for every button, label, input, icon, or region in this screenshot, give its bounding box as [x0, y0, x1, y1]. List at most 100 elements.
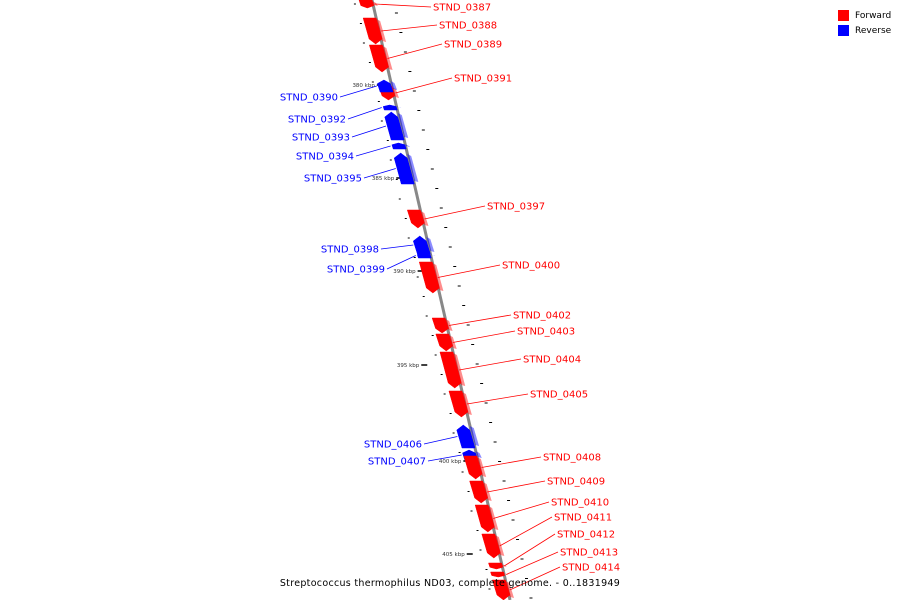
gene-leader	[351, 125, 387, 138]
gene-stnd-0390[interactable]: STND_0390	[280, 79, 398, 104]
gene-leader	[466, 393, 529, 405]
gene-stnd-0392[interactable]: STND_0392	[288, 104, 402, 126]
gene-label: STND_0410	[551, 498, 609, 509]
legend-reverse: Reverse	[838, 23, 891, 38]
gene-label: STND_0388	[439, 21, 497, 32]
genome-caption: Streptococcus thermophilus ND03, complet…	[279, 578, 621, 589]
gene-shape[interactable]	[393, 152, 415, 185]
gene-shape[interactable]	[463, 455, 483, 480]
gene-leader	[363, 168, 396, 179]
gene-stnd-0388[interactable]: STND_0388	[362, 17, 497, 45]
gene-stnd-0389[interactable]: STND_0389	[369, 40, 502, 73]
gene-leader	[386, 255, 416, 270]
gene-shape[interactable]	[358, 0, 375, 9]
gene-shade	[488, 506, 499, 530]
gene-label: STND_0389	[444, 40, 502, 51]
gene-shape[interactable]	[439, 351, 462, 389]
gene-label: STND_0407	[368, 457, 426, 468]
gene-shape[interactable]	[382, 104, 398, 111]
gene-shape[interactable]	[431, 317, 449, 334]
gene-label: STND_0391	[454, 74, 512, 85]
kbp-label: 385 kbp	[372, 176, 395, 182]
gene-shade	[407, 154, 419, 182]
gene-shape[interactable]	[406, 209, 425, 229]
gene-shade	[404, 144, 411, 147]
gene-shape[interactable]	[418, 261, 440, 294]
gene-shade	[372, 1, 378, 6]
gene-stnd-0391[interactable]: STND_0391	[378, 74, 512, 101]
gene-leader	[503, 533, 556, 567]
gene-label: STND_0392	[288, 115, 346, 126]
gene-leader	[437, 264, 501, 278]
gene-stnd-0402[interactable]: STND_0402	[431, 311, 571, 334]
gene-shade	[469, 426, 480, 446]
gene-shape[interactable]	[490, 571, 506, 578]
gene-shape[interactable]	[481, 533, 501, 559]
gene-shape[interactable]	[469, 480, 488, 504]
gene-label: STND_0413	[560, 548, 618, 559]
gene-leader	[448, 314, 512, 326]
genome-axis	[370, 0, 512, 600]
gene-stnd-0406[interactable]: STND_0406	[364, 424, 480, 451]
gene-leader	[509, 566, 561, 591]
gene-shape[interactable]	[488, 562, 504, 570]
gene-shape[interactable]	[391, 142, 407, 150]
gene-shape[interactable]	[492, 579, 511, 600]
gene-shape[interactable]	[448, 390, 469, 418]
kbp-labels: 380 kbp 385 kbp 390 kbp 395 kbp 400 kbp 405 k…	[352, 83, 473, 558]
gene-stnd-0410[interactable]: STND_0410	[474, 498, 609, 533]
gene-leader	[481, 456, 542, 468]
gene-label: STND_0411	[554, 513, 612, 524]
gene-leader	[487, 480, 546, 493]
gene-shape[interactable]	[416, 252, 432, 259]
gene-leader	[374, 3, 432, 8]
gene-stnd-0397[interactable]: STND_0397	[406, 202, 545, 229]
gene-stnd-0387[interactable]: STND_0387	[358, 0, 491, 14]
gene-stnd-0412[interactable]: STND_0412	[488, 530, 615, 570]
gene-stnd-0409[interactable]: STND_0409	[469, 477, 605, 504]
legend-forward: Forward	[838, 8, 891, 23]
gene-stnd-0403[interactable]: STND_0403	[435, 327, 575, 352]
gene-shape[interactable]	[384, 111, 405, 141]
gene-shape[interactable]	[435, 333, 454, 352]
gene-shape[interactable]	[456, 424, 476, 449]
gene-stnd-0399[interactable]: STND_0399	[327, 252, 436, 276]
gene-stnd-0404[interactable]: STND_0404	[439, 351, 581, 389]
gene-label: STND_0412	[557, 530, 615, 541]
gene-stnd-0393[interactable]: STND_0393	[292, 111, 409, 144]
gene-leader	[387, 43, 443, 59]
kbp-label: 380 kbp	[352, 83, 375, 89]
gene-label: STND_0403	[517, 327, 575, 338]
legend-forward-label: Forward	[855, 10, 892, 21]
kbp-label: 395 kbp	[397, 363, 420, 369]
gene-shape[interactable]	[362, 17, 383, 45]
gene-stnd-0394[interactable]: STND_0394	[296, 142, 411, 163]
gene-leader	[427, 454, 462, 462]
gene-leader	[355, 145, 391, 157]
gene-leader	[339, 85, 377, 98]
gene-shape[interactable]	[369, 44, 389, 73]
gene-stnd-0414[interactable]: STND_0414	[492, 563, 620, 600]
gene-leader	[381, 24, 438, 32]
gene-label: STND_0395	[304, 174, 362, 185]
gene-label: STND_0405	[530, 390, 588, 401]
gene-shade	[505, 581, 514, 598]
gene-leader	[459, 358, 522, 371]
gene-leader	[505, 551, 559, 575]
gene-shade	[420, 211, 429, 226]
gene-shape[interactable]	[377, 79, 394, 93]
gene-label: STND_0414	[562, 563, 620, 574]
gene-stnd-0398[interactable]: STND_0398	[321, 235, 435, 256]
gene-features: STND_0387 STND_0388 STND_0389 STND_0391 STND…	[280, 0, 620, 600]
gene-shape[interactable]	[474, 504, 495, 533]
gene-stnd-0413[interactable]: STND_0413	[490, 548, 619, 578]
gene-stnd-0400[interactable]: STND_0400	[418, 261, 560, 294]
gene-stnd-0405[interactable]: STND_0405	[448, 390, 588, 418]
gene-stnd-0408[interactable]: STND_0408	[463, 453, 601, 480]
gene-stnd-0411[interactable]: STND_0411	[481, 513, 612, 559]
gene-shade	[390, 81, 398, 90]
gene-stnd-0395[interactable]: STND_0395	[304, 152, 419, 185]
gene-shade	[476, 457, 487, 477]
gene-shade	[452, 353, 466, 386]
